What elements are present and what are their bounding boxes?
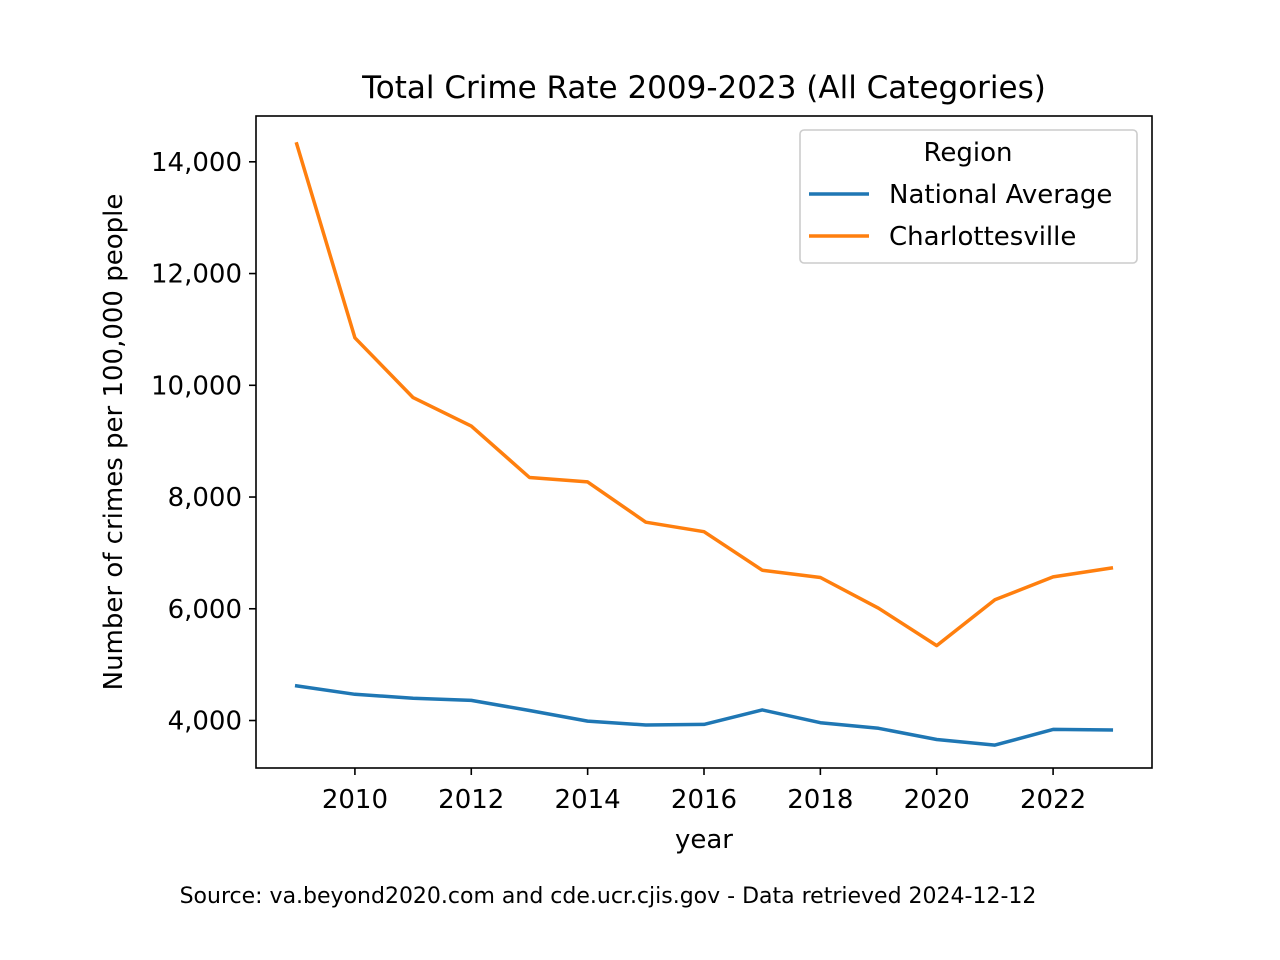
y-tick-label: 4,000 bbox=[168, 707, 242, 737]
y-tick-label: 10,000 bbox=[151, 371, 242, 401]
chart-title: Total Crime Rate 2009-2023 (All Categori… bbox=[361, 70, 1046, 106]
x-tick-label: 2014 bbox=[555, 785, 621, 815]
source-note: Source: va.beyond2020.com and cde.ucr.cj… bbox=[179, 884, 1037, 909]
x-tick-label: 2022 bbox=[1020, 785, 1086, 815]
legend-label-charlottesville: Charlottesville bbox=[889, 222, 1076, 252]
x-tick-label: 2010 bbox=[322, 785, 388, 815]
series-line-charlottesville bbox=[294, 141, 1114, 648]
x-axis-ticks: 2010 2012 2014 2016 2018 2020 2022 bbox=[322, 768, 1086, 815]
y-tick-label: 12,000 bbox=[151, 260, 242, 290]
legend-box bbox=[799, 129, 1138, 264]
x-tick-label: 2018 bbox=[787, 785, 853, 815]
y-tick-label: 14,000 bbox=[151, 148, 242, 178]
y-axis-label: Number of crimes per 100,000 people bbox=[99, 194, 129, 691]
y-tick-label: 6,000 bbox=[168, 595, 242, 625]
y-tick-label: 8,000 bbox=[168, 483, 242, 513]
plot-lines bbox=[294, 141, 1114, 747]
x-tick-label: 2012 bbox=[438, 785, 504, 815]
legend-title: Region bbox=[923, 138, 1012, 168]
legend: Region National Average Charlottesville bbox=[799, 129, 1138, 264]
series-line-national-average bbox=[294, 683, 1114, 747]
x-tick-label: 2016 bbox=[671, 785, 737, 815]
x-tick-label: 2020 bbox=[904, 785, 970, 815]
legend-label-national-average: National Average bbox=[889, 180, 1112, 210]
y-axis-ticks: 4,000 6,000 8,000 10,000 12,000 14,000 bbox=[151, 148, 256, 737]
x-axis-label: year bbox=[675, 825, 733, 855]
